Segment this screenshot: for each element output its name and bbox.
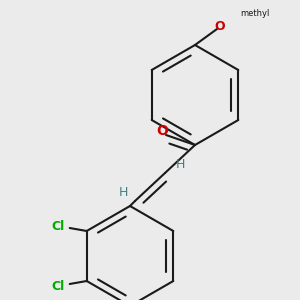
Text: O: O [156,124,168,138]
Text: Cl: Cl [51,280,65,292]
Text: O: O [215,20,225,34]
Text: Cl: Cl [51,220,65,232]
Text: H: H [118,187,128,200]
Text: methyl: methyl [240,8,269,17]
Text: H: H [175,158,185,172]
